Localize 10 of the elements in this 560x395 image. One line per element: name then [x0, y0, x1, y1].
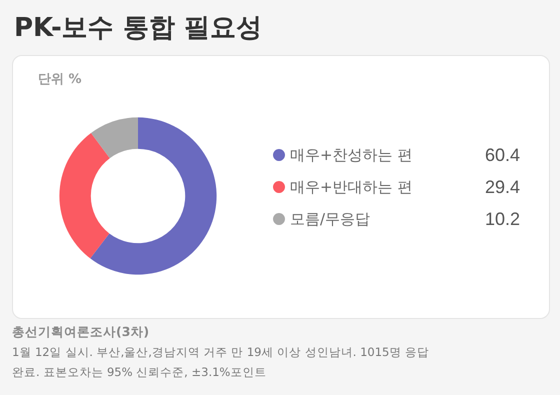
legend-label: 모름/무응답	[290, 210, 370, 228]
chart-subtitle: 단위 %	[38, 72, 82, 87]
text: 1월 12일 실시. 부산,울산,경남지역 거주 만 19세 이상 성인남녀. 1015명 응답 완료. 표본오차는 95% 신뢰수준, ±3.1%포인트	[12, 344, 430, 381]
chart-title: PK-보수 통합 필요성	[14, 12, 262, 45]
legend-label: 매우+반대하는 편	[290, 178, 412, 196]
data-label: 10.2	[484, 209, 520, 229]
legend-label: 매우+찬성하는 편	[290, 146, 412, 164]
data-label: 60.4	[484, 145, 520, 165]
data-label: 29.4	[484, 177, 520, 197]
text: 총선기획여론조사(3차)	[12, 323, 150, 341]
